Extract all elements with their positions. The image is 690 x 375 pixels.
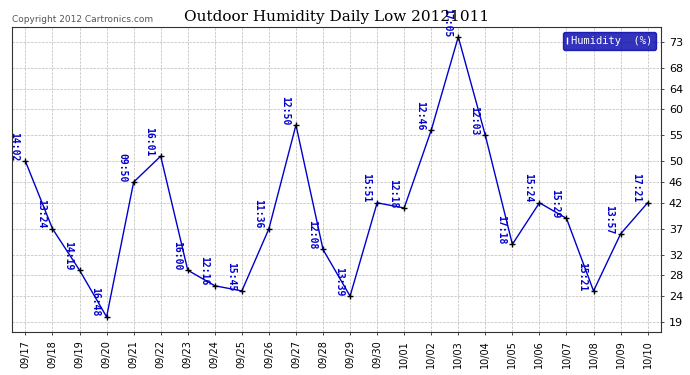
Text: Copyright 2012 Cartronics.com: Copyright 2012 Cartronics.com	[12, 15, 153, 24]
Text: 14:02: 14:02	[10, 132, 19, 161]
Text: 12:50: 12:50	[280, 96, 290, 125]
Text: 12:08: 12:08	[307, 220, 317, 249]
Text: 09:50: 09:50	[117, 153, 128, 182]
Text: 15:29: 15:29	[551, 189, 560, 218]
Text: 12:18: 12:18	[388, 178, 398, 208]
Text: 15:45: 15:45	[226, 262, 236, 291]
Legend: Humidity  (%): Humidity (%)	[563, 32, 656, 50]
Text: 13:24: 13:24	[37, 200, 46, 229]
Text: 13:57: 13:57	[604, 204, 615, 234]
Text: 13:39: 13:39	[334, 267, 344, 296]
Text: 17:18: 17:18	[496, 215, 506, 244]
Text: 12:16: 12:16	[199, 256, 208, 286]
Text: 12:03: 12:03	[469, 106, 480, 135]
Title: Outdoor Humidity Daily Low 20121011: Outdoor Humidity Daily Low 20121011	[184, 10, 489, 24]
Text: 15:51: 15:51	[361, 173, 371, 203]
Text: 16:00: 16:00	[172, 241, 181, 270]
Text: 15:24: 15:24	[523, 173, 533, 203]
Text: 14:19: 14:19	[63, 241, 73, 270]
Text: 17:05: 17:05	[442, 8, 452, 37]
Text: 17:21: 17:21	[631, 173, 642, 203]
Text: 12:46: 12:46	[415, 101, 425, 130]
Text: 15:21: 15:21	[578, 262, 587, 291]
Text: 16:01: 16:01	[145, 127, 155, 156]
Text: 11:36: 11:36	[253, 200, 263, 229]
Text: 16:48: 16:48	[90, 288, 101, 317]
